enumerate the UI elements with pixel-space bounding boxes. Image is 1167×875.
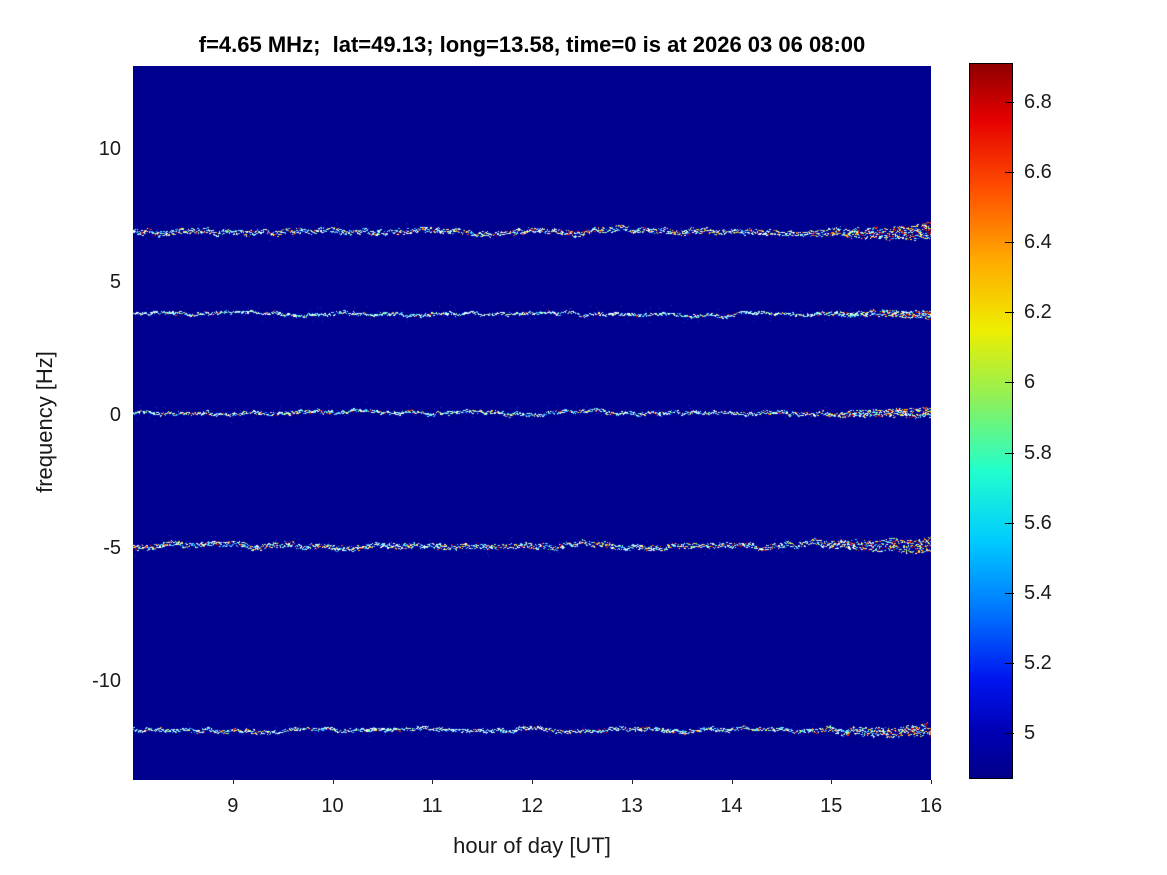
colorbar-tick-mark bbox=[1005, 102, 1014, 103]
colorbar-tick-label: 6.4 bbox=[1024, 231, 1052, 253]
colorbar-tick-label: 5.4 bbox=[1024, 581, 1052, 604]
y-tick-label: 10 bbox=[98, 137, 121, 160]
colorbar-tick-mark bbox=[1005, 733, 1014, 734]
colorbar-tick-mark bbox=[1005, 382, 1014, 383]
colorbar-tick-label: 5.6 bbox=[1024, 511, 1052, 534]
x-tick-label: 12 bbox=[520, 795, 544, 817]
colorbar-tick-mark bbox=[1005, 453, 1014, 454]
x-tick-label: 10 bbox=[321, 795, 344, 817]
x-tick-mark bbox=[732, 780, 733, 784]
colorbar bbox=[969, 63, 1013, 779]
x-tick-mark bbox=[233, 780, 234, 784]
y-tick-label: -5 bbox=[103, 537, 121, 560]
x-tick-label: 16 bbox=[919, 795, 943, 817]
colorbar-tick-mark bbox=[1005, 523, 1014, 524]
y-tick-label: 5 bbox=[109, 270, 121, 293]
colorbar-tick-mark bbox=[1005, 242, 1014, 243]
x-tick-mark bbox=[632, 780, 633, 784]
colorbar-tick-mark bbox=[1005, 593, 1014, 594]
colorbar-tick-label: 5 bbox=[1024, 722, 1036, 745]
colorbar-tick-mark bbox=[1005, 663, 1014, 664]
colorbar-tick-label: 6.2 bbox=[1024, 301, 1052, 324]
y-tick-label: 0 bbox=[109, 404, 121, 426]
spectrogram-plot-canvas bbox=[133, 66, 931, 780]
x-axis-label: hour of day [UT] bbox=[453, 833, 611, 858]
x-tick-mark bbox=[532, 780, 533, 784]
chart-title: f=4.65 MHz; lat=49.13; long=13.58, time=… bbox=[198, 32, 866, 57]
x-tick-mark bbox=[333, 780, 334, 784]
colorbar-tick-label: 6.8 bbox=[1024, 90, 1052, 113]
x-tick-label: 14 bbox=[720, 795, 743, 817]
x-tick-label: 9 bbox=[227, 795, 239, 817]
colorbar-tick-label: 5.8 bbox=[1024, 441, 1052, 464]
x-tick-mark bbox=[432, 780, 433, 784]
colorbar-tick-label: 5.2 bbox=[1024, 652, 1052, 675]
colorbar-tick-label: 6.6 bbox=[1024, 160, 1052, 183]
x-tick-mark bbox=[931, 780, 932, 784]
x-tick-label: 15 bbox=[820, 795, 843, 817]
colorbar-tick-label: 6 bbox=[1024, 371, 1036, 394]
x-tick-mark bbox=[831, 780, 832, 784]
x-tick-label: 11 bbox=[421, 795, 443, 817]
colorbar-tick-mark bbox=[1005, 172, 1014, 173]
x-tick-label: 13 bbox=[620, 795, 643, 817]
y-tick-label: -10 bbox=[92, 670, 121, 693]
colorbar-tick-mark bbox=[1005, 312, 1014, 313]
